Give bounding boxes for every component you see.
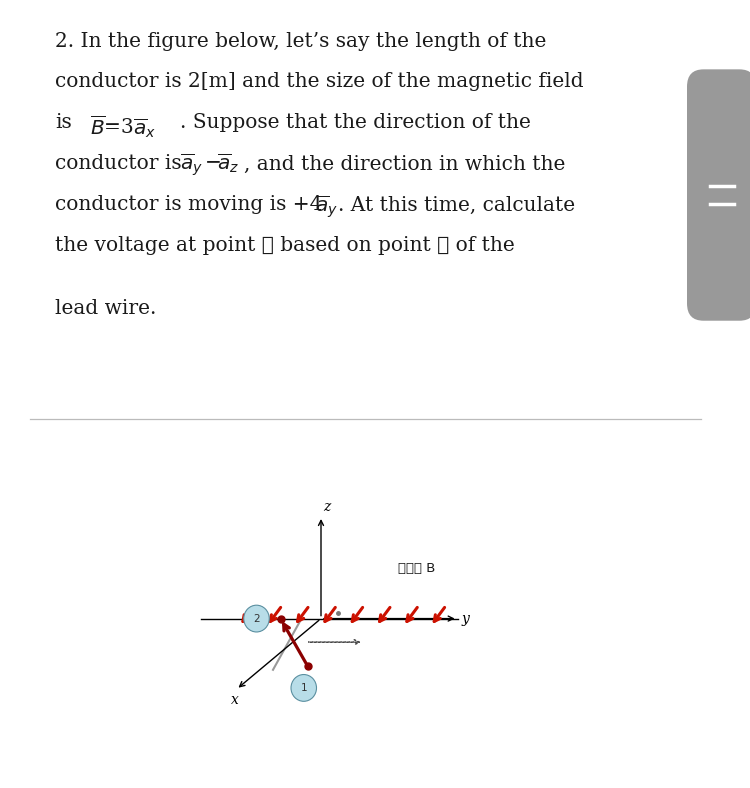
Text: x: x [231,693,238,708]
Text: z: z [323,500,331,514]
Text: conductor is: conductor is [55,154,182,173]
Text: $-$: $-$ [204,151,220,170]
Text: 정자계 B: 정자계 B [398,563,435,575]
Text: $\overline{a}_{y}$: $\overline{a}_{y}$ [180,151,203,178]
Text: 2. In the figure below, let’s say the length of the: 2. In the figure below, let’s say the le… [55,32,546,50]
Text: $\overline{B}$=3$\overline{a}_{x}$: $\overline{B}$=3$\overline{a}_{x}$ [90,113,157,139]
Text: 1: 1 [301,683,307,693]
Text: , and the direction in which the: , and the direction in which the [244,154,566,173]
Text: conductor is moving is +4: conductor is moving is +4 [55,195,322,214]
Text: lead wire.: lead wire. [55,299,156,318]
Text: conductor is 2[m] and the size of the magnetic field: conductor is 2[m] and the size of the ma… [55,72,584,91]
Text: 2: 2 [254,614,260,623]
Text: is: is [55,113,71,132]
Circle shape [291,675,316,701]
Text: . Suppose that the direction of the: . Suppose that the direction of the [180,113,531,132]
FancyBboxPatch shape [687,69,750,321]
Text: the voltage at point ③ based on point ① of the: the voltage at point ③ based on point ① … [55,236,514,255]
Text: . At this time, calculate: . At this time, calculate [338,195,574,214]
Circle shape [244,605,269,632]
Text: $\overline{a}_{y}$: $\overline{a}_{y}$ [315,193,338,220]
Text: $\overline{a}_{z}$: $\overline{a}_{z}$ [217,151,240,175]
Text: y: y [461,611,470,626]
